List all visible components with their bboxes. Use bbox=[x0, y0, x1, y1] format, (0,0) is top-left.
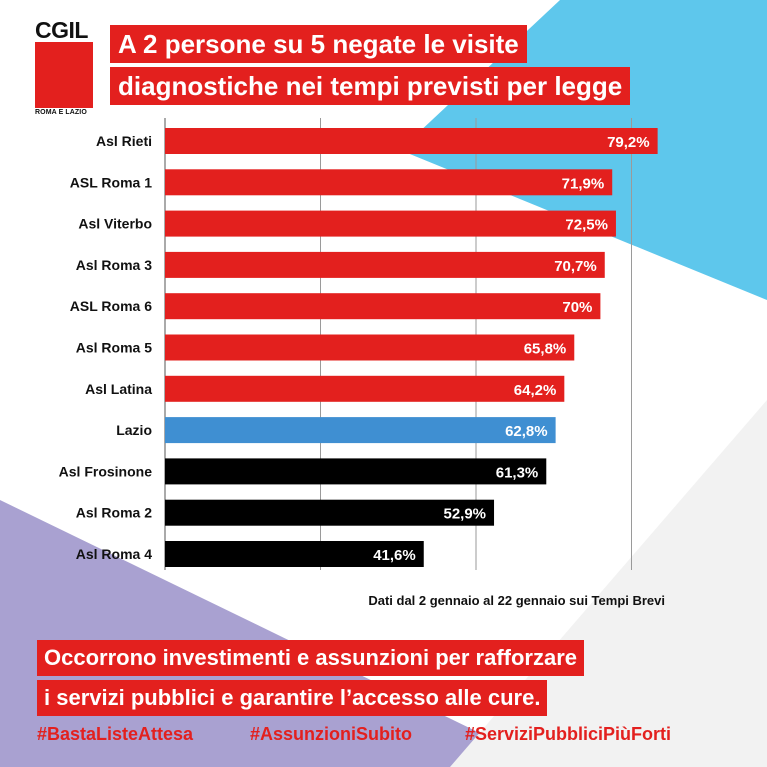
hashtags: #BastaListeAttesa #AssunzioniSubito #Ser… bbox=[37, 724, 737, 750]
category-label-9: Asl Frosinone bbox=[59, 463, 153, 479]
chart-bars: Asl Rieti 79,2% ASL Roma 1 71,9% Asl Viterbo… bbox=[59, 128, 658, 567]
category-label-10: Asl Roma 2 bbox=[76, 505, 152, 521]
value-label-7: 64,2% bbox=[514, 382, 557, 399]
value-label-3: 72,5% bbox=[565, 217, 608, 234]
bar-2 bbox=[165, 169, 613, 196]
logo-subtitle: ROMA E LAZIO bbox=[35, 109, 87, 116]
bar-9 bbox=[165, 458, 547, 485]
hashtag-2[interactable]: #AssunzioniSubito bbox=[250, 724, 412, 744]
bar-11 bbox=[165, 541, 424, 567]
category-label-11: Asl Roma 4 bbox=[76, 546, 152, 562]
value-label-2: 71,9% bbox=[562, 175, 605, 192]
headline-line-2: diagnostiche nei tempi previsti per legg… bbox=[110, 67, 631, 105]
footer-line-1: Occorrono investimenti e assunzioni per … bbox=[37, 640, 585, 676]
category-label-7: Asl Latina bbox=[85, 381, 152, 397]
category-label-4: Asl Roma 3 bbox=[76, 257, 152, 273]
bar-4 bbox=[165, 251, 605, 278]
value-label-9: 61,3% bbox=[496, 464, 539, 481]
value-label-1: 79,2% bbox=[607, 134, 650, 151]
value-label-10: 52,9% bbox=[443, 506, 486, 523]
category-label-1: Asl Rieti bbox=[96, 133, 152, 149]
hashtag-3[interactable]: #ServiziPubbliciPiùForti bbox=[465, 724, 672, 744]
category-label-3: Asl Viterbo bbox=[78, 216, 152, 232]
category-label-8: Lazio bbox=[116, 422, 152, 438]
value-label-5: 70% bbox=[562, 299, 592, 316]
category-label-5: ASL Roma 6 bbox=[70, 298, 152, 314]
bar-3 bbox=[165, 210, 616, 237]
bar-10 bbox=[165, 499, 495, 526]
category-label-2: ASL Roma 1 bbox=[70, 174, 152, 190]
footer-line-2: i servizi pubblici e garantire l’accesso… bbox=[37, 680, 548, 716]
bar-1 bbox=[165, 128, 658, 154]
logo-red-block bbox=[35, 42, 93, 108]
cgil-logo: CGIL ROMA E LAZIO bbox=[35, 18, 93, 116]
category-label-6: Asl Roma 5 bbox=[76, 340, 152, 356]
headline-line-1: A 2 persone su 5 negate le visite bbox=[110, 25, 527, 63]
logo-text: CGIL bbox=[35, 17, 88, 43]
data-source-note: Dati dal 2 gennaio al 22 gennaio sui Tem… bbox=[368, 593, 665, 608]
bar-8 bbox=[165, 417, 556, 444]
hashtag-1[interactable]: #BastaListeAttesa bbox=[37, 724, 194, 744]
value-label-6: 65,8% bbox=[524, 341, 567, 358]
bar-5 bbox=[165, 293, 601, 320]
value-label-8: 62,8% bbox=[505, 423, 548, 440]
bar-chart: Asl Rieti 79,2% ASL Roma 1 71,9% Asl Viterbo… bbox=[59, 118, 658, 570]
bar-6 bbox=[165, 334, 575, 361]
bar-7 bbox=[165, 375, 565, 402]
value-label-11: 41,6% bbox=[373, 547, 416, 564]
value-label-4: 70,7% bbox=[554, 258, 597, 275]
